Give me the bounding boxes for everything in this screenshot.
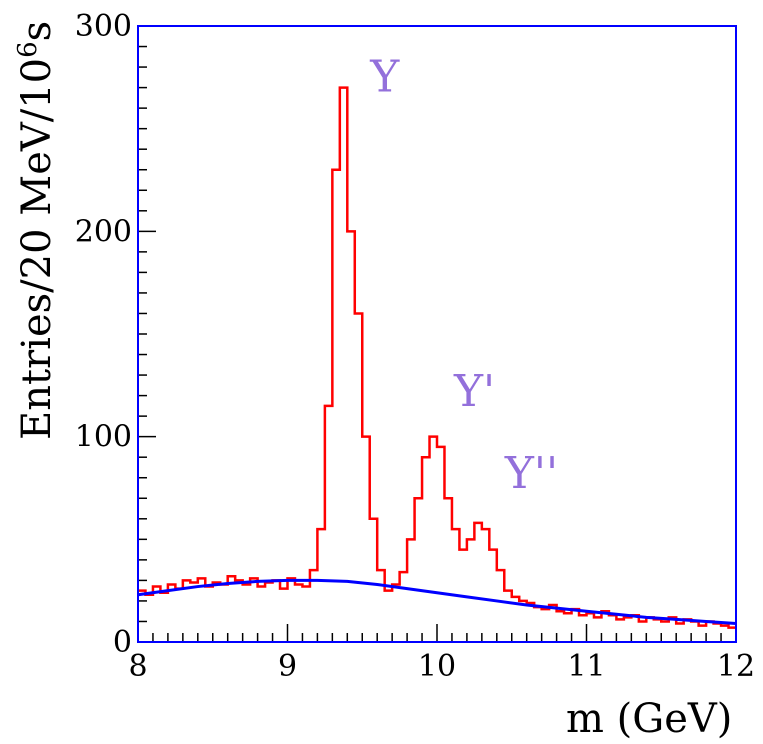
y-tick-label: 200 [75,214,132,249]
x-tick-label: 10 [418,649,456,684]
y-axis-title-suffix: s [14,21,60,42]
data-histogram [138,86,736,629]
plot-area [137,86,737,629]
x-axis-title: m (GeV) [566,696,732,742]
peak-label-2: Υ' [453,366,495,417]
background-fit-line [137,578,737,626]
peak-label-1: Υ [369,52,400,103]
peak-labels: Υ Υ'Υ'' [369,52,558,499]
x-tick-label: 12 [717,649,755,684]
plot-frame [137,25,737,643]
y-tick-label: 300 [75,9,132,44]
x-tick-label: 8 [128,649,147,684]
y-ticks: 0 100 200 300 [75,9,156,660]
y-axis-title-main: Entries/20 MeV/10 [14,58,60,440]
x-ticks: 8 9 10 11 12 [128,624,755,684]
y-axis-title-superscript: 6 [13,41,43,58]
y-tick-label: 100 [75,420,132,455]
y-tick-label: 0 [113,625,132,660]
peak-label-3: Υ'' [504,448,558,499]
x-tick-label: 11 [567,649,605,684]
x-tick-label: 9 [278,649,297,684]
y-axis-title: Entries/20 MeV/106s [13,21,60,440]
